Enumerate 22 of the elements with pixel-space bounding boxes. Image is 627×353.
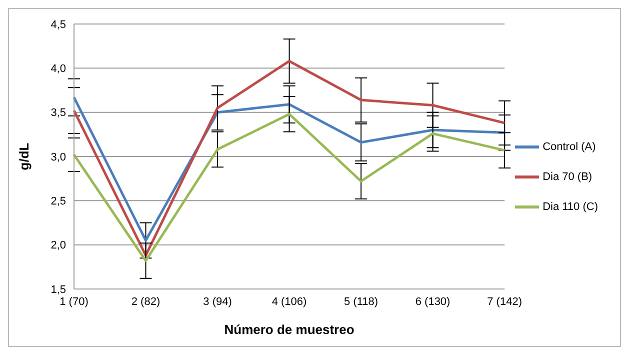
x-axis-title: Número de muestreo <box>224 322 354 337</box>
x-tick-label: 6 (130) <box>415 296 450 308</box>
y-tick-label: 4,0 <box>50 63 66 76</box>
x-tick-label: 4 (106) <box>272 296 307 308</box>
x-tick-label: 5 (118) <box>344 296 378 308</box>
line-series <box>72 96 506 242</box>
x-tick-label: 1 (70) <box>60 296 88 308</box>
y-tick-label: 2,0 <box>50 240 66 252</box>
legend-label: Dia 70 (B) <box>542 170 592 182</box>
line-series <box>72 60 506 257</box>
x-tick-label: 2 (82) <box>131 296 160 308</box>
x-tick-label: 3 (94) <box>203 296 232 308</box>
legend-label: Control (A) <box>542 140 596 152</box>
y-axis-title: g/dL <box>16 142 32 170</box>
x-tick-label: 7 (142) <box>487 296 522 308</box>
y-tick-label: 2,5 <box>50 196 66 208</box>
y-tick-label: 4,5 <box>50 18 66 31</box>
y-tick-label: 1,5 <box>50 284 66 296</box>
y-tick-label: 3,0 <box>50 151 66 164</box>
legend-label: Dia 110 (C) <box>542 200 598 212</box>
line-series <box>72 112 506 262</box>
y-tick-label: 3,5 <box>50 107 66 120</box>
